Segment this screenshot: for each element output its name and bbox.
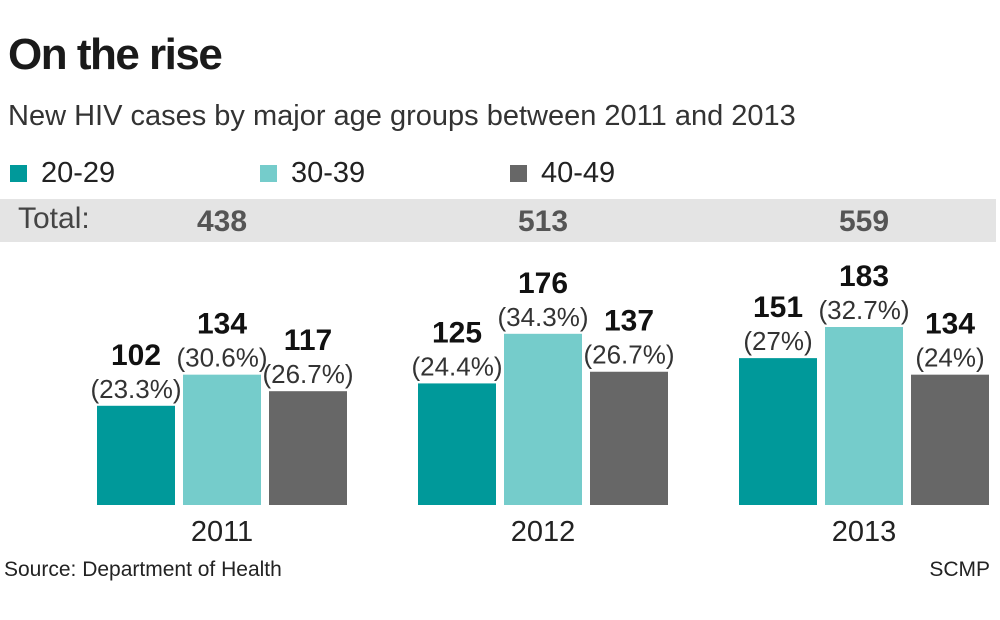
percent-label-2012-30-39: (34.3%) <box>497 302 588 332</box>
bar-2013-30-39 <box>825 327 903 505</box>
chart-subtitle: New HIV cases by major age groups betwee… <box>8 100 796 132</box>
value-label-2012-20-29: 125 <box>432 316 482 349</box>
percent-label-2011-30-39: (30.6%) <box>176 343 267 373</box>
legend-item-20-29: 20-29 <box>10 157 115 190</box>
credit-note: SCMP <box>929 558 990 581</box>
legend-swatch-30-39 <box>260 165 277 182</box>
legend-item-30-39: 30-39 <box>260 157 365 190</box>
bar-2011-40-49 <box>269 391 347 505</box>
totals-label: Total: <box>18 202 90 235</box>
value-label-2011-20-29: 102 <box>111 339 161 372</box>
legend-item-40-49: 40-49 <box>510 157 615 190</box>
percent-label-2013-40-49: (24%) <box>915 343 984 373</box>
percent-label-2012-20-29: (24.4%) <box>411 351 502 381</box>
percent-label-2011-40-49: (26.7%) <box>262 359 353 389</box>
chart-title: On the rise <box>8 30 223 79</box>
legend-label-30-39: 30-39 <box>291 157 366 189</box>
total-value-2011: 438 <box>197 205 247 238</box>
total-value-2012: 513 <box>518 205 568 238</box>
legend-swatch-20-29 <box>10 165 27 182</box>
value-label-2011-30-39: 134 <box>197 308 247 341</box>
legend-label-40-49: 40-49 <box>541 157 616 189</box>
x-tick-2011: 2011 <box>191 516 253 548</box>
bar-2012-30-39 <box>504 333 582 505</box>
legend-swatch-40-49 <box>510 165 527 182</box>
bar-2013-40-49 <box>911 374 989 505</box>
percent-label-2013-30-39: (32.7%) <box>818 295 909 325</box>
bar-2013-20-29 <box>739 358 817 505</box>
legend-label-20-29: 20-29 <box>41 157 116 189</box>
value-label-2013-40-49: 134 <box>925 308 975 341</box>
x-tick-2013: 2013 <box>832 516 897 548</box>
value-label-2011-40-49: 117 <box>284 324 332 357</box>
total-value-2013: 559 <box>839 205 889 238</box>
percent-label-2011-20-29: (23.3%) <box>90 374 181 404</box>
totals-band: Total: <box>0 199 996 242</box>
value-label-2013-30-39: 183 <box>839 260 889 293</box>
bar-2012-40-49 <box>590 371 668 505</box>
value-label-2012-30-39: 176 <box>518 267 568 300</box>
value-label-2012-40-49: 137 <box>604 305 654 338</box>
percent-label-2013-20-29: (27%) <box>743 326 812 356</box>
source-note: Source: Department of Health <box>4 558 282 581</box>
x-tick-2012: 2012 <box>511 516 576 548</box>
bar-2012-20-29 <box>418 383 496 505</box>
legend: 20-29 30-39 40-49 <box>10 157 910 189</box>
percent-label-2012-40-49: (26.7%) <box>583 340 674 370</box>
bar-2011-20-29 <box>97 405 175 505</box>
value-label-2013-20-29: 151 <box>753 291 803 324</box>
bar-2011-30-39 <box>183 374 261 505</box>
